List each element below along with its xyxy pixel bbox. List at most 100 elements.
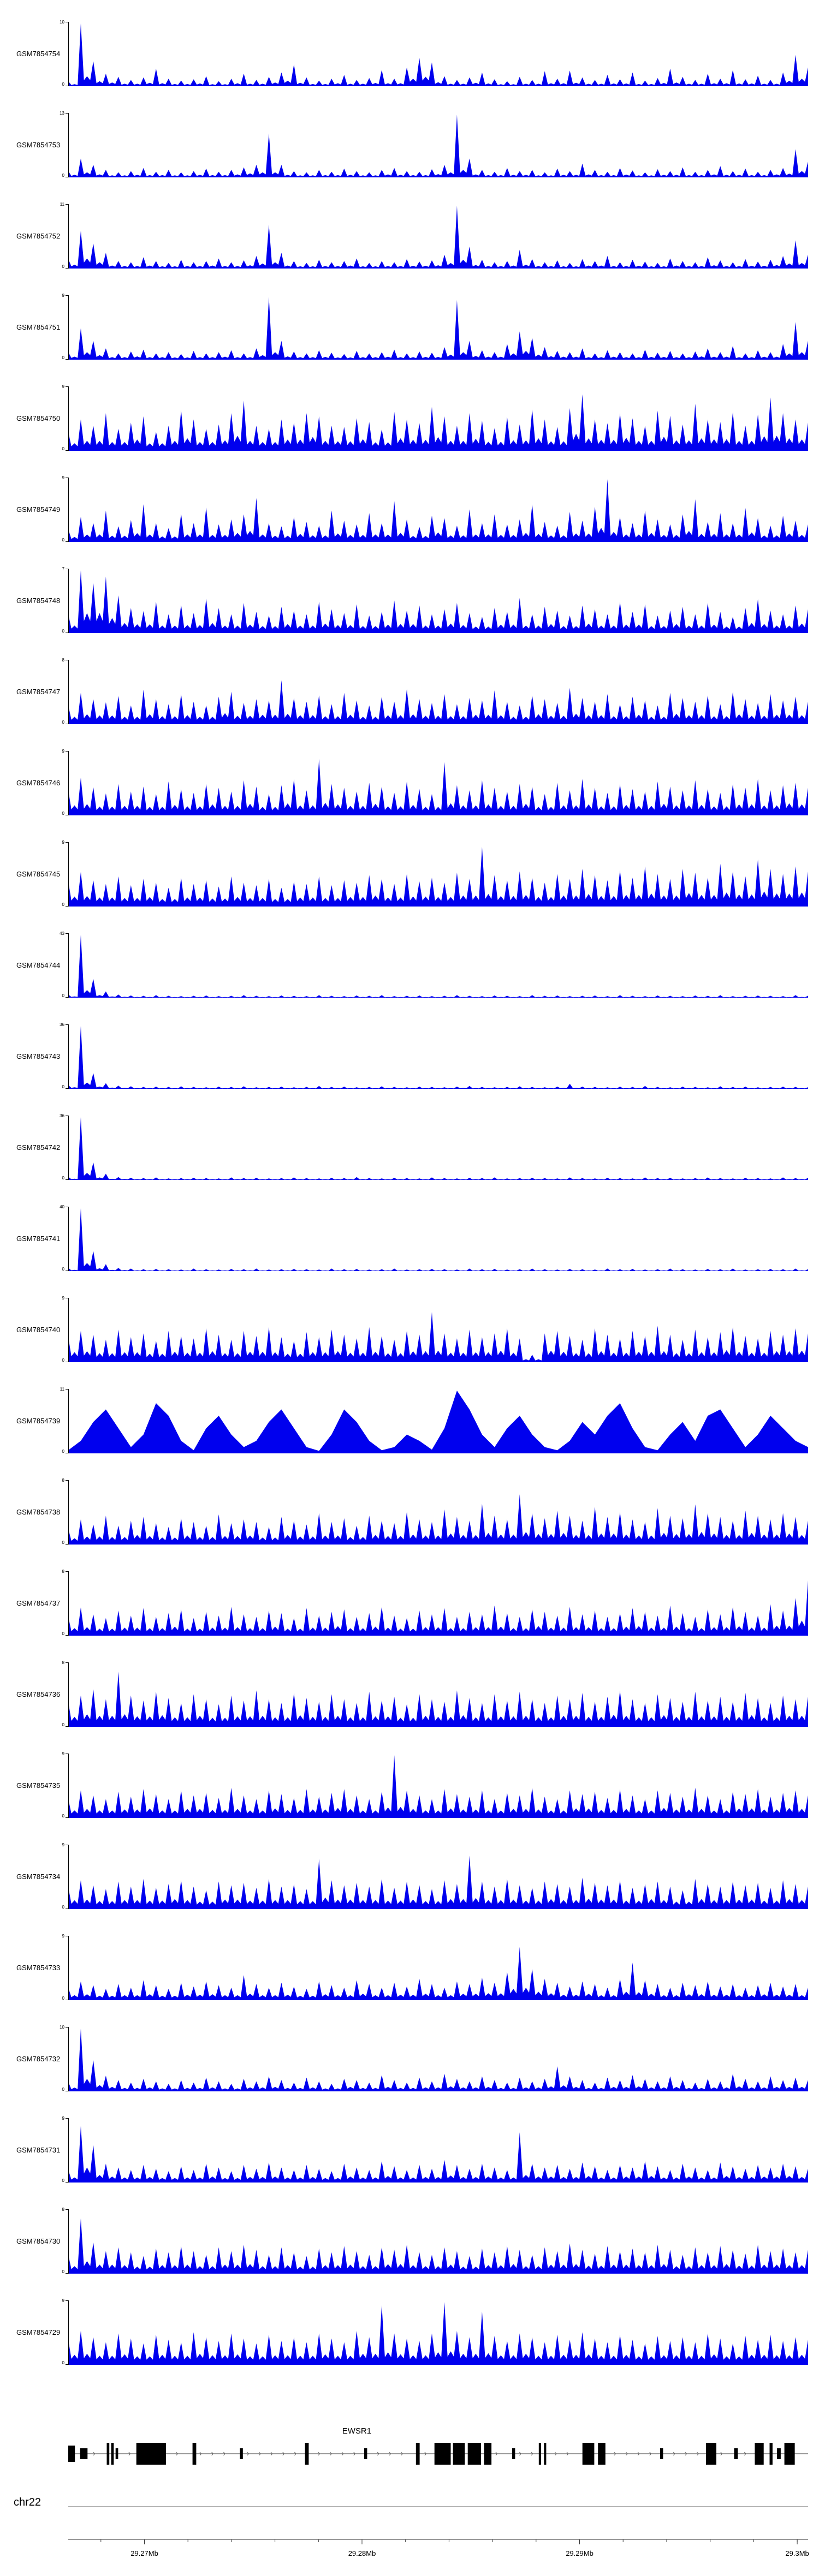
exon-box: [538, 2443, 541, 2465]
track-yaxis-zero-label: 0: [62, 1540, 64, 1545]
track-label: GSM7854733: [16, 1964, 61, 1972]
track-yaxis-zero-label: 0: [62, 1176, 64, 1180]
track-signal-area: [68, 113, 808, 177]
track-yaxis-zero-label: 0: [62, 2360, 64, 2365]
track-signal-area: [68, 1389, 808, 1453]
yaxis-tick-top: [66, 2118, 68, 2119]
signal-track-row: GSM7854749 9 0: [0, 476, 819, 542]
track-label: GSM7854750: [16, 414, 61, 422]
track-label: GSM7854751: [16, 323, 61, 331]
ruler-tick-label: 29.28Mb: [348, 2549, 376, 2557]
track-yaxis-max-label: 9: [62, 1751, 64, 1756]
track-label: GSM7854738: [16, 1508, 61, 1516]
track-yaxis-zero-label: 0: [62, 1449, 64, 1454]
track-yaxis-max-label: 36: [60, 1113, 64, 1118]
track-yaxis-max-label: 9: [62, 293, 64, 298]
track-label: GSM7854746: [16, 779, 61, 787]
track-yaxis-max-label: 8: [62, 2207, 64, 2212]
track-yaxis-zero-label: 0: [62, 1996, 64, 2001]
track-yaxis-max-label: 36: [60, 1022, 64, 1027]
exon-box: [106, 2443, 110, 2465]
signal-area-path: [68, 297, 808, 360]
yaxis-tick-top: [66, 2027, 68, 2028]
track-yaxis-zero-label: 0: [62, 1814, 64, 1818]
track-label: GSM7854742: [16, 1143, 61, 1152]
exon-box: [115, 2448, 118, 2459]
signal-area-path: [68, 570, 808, 633]
chromosome-separator-line: [68, 2506, 808, 2507]
track-label: GSM7854752: [16, 232, 61, 240]
track-yaxis-zero-label: 0: [62, 902, 64, 907]
genomic-coordinate-ruler: 29.27Mb 29.28Mb 29.29Mb 29.3Mb: [68, 2539, 809, 2557]
yaxis-tick-top: [66, 842, 68, 843]
yaxis-tick-bottom: [66, 2273, 68, 2274]
signal-track-row: GSM7854739 11 0: [0, 1387, 819, 1454]
track-signal-area: [68, 204, 808, 269]
track-label: GSM7854734: [16, 1873, 61, 1881]
yaxis-tick-bottom: [66, 997, 68, 998]
signal-area-path: [68, 680, 808, 724]
track-signal-area: [68, 1116, 808, 1180]
exon-box: [68, 2446, 75, 2462]
track-signal-area: [68, 1024, 808, 1089]
signal-track-row: GSM7854732 10 0: [0, 2025, 819, 2092]
yaxis-tick-bottom: [66, 450, 68, 451]
yaxis-tick-top: [66, 386, 68, 387]
track-label: GSM7854748: [16, 597, 61, 605]
track-label: GSM7854753: [16, 141, 61, 149]
signal-area-path: [68, 206, 808, 269]
yaxis-tick-bottom: [66, 1544, 68, 1545]
exon-box: [453, 2443, 465, 2465]
signal-track-row: GSM7854733 9 0: [0, 1934, 819, 2001]
track-signal-area: [68, 660, 808, 724]
yaxis-tick-bottom: [66, 359, 68, 360]
exon-box: [512, 2448, 515, 2459]
track-signal-area: [68, 1936, 808, 2000]
exon-box: [755, 2443, 764, 2465]
track-signal-area: [68, 751, 808, 815]
track-yaxis-max-label: 9: [62, 1842, 64, 1847]
track-yaxis-zero-label: 0: [62, 1084, 64, 1089]
exon-box: [136, 2443, 166, 2465]
signal-area-path: [68, 1312, 808, 1362]
yaxis-tick-bottom: [66, 1817, 68, 1818]
track-signal-area: [68, 2209, 808, 2274]
signal-track-row: GSM7854750 9 0: [0, 385, 819, 451]
track-signal-area: [68, 22, 808, 86]
exon-box: [416, 2443, 420, 2465]
track-signal-area: [68, 295, 808, 360]
signal-area-path: [68, 1856, 808, 1909]
signal-track-row: GSM7854752 11 0: [0, 202, 819, 269]
signal-track-row: GSM7854734 9 0: [0, 1842, 819, 1910]
track-label: GSM7854741: [16, 1235, 61, 1243]
track-yaxis-max-label: 8: [62, 1478, 64, 1483]
signal-track-row: GSM7854737 8 0: [0, 1569, 819, 1636]
signal-area-path: [68, 394, 808, 451]
track-yaxis-max-label: 8: [62, 1569, 64, 1574]
yaxis-tick-bottom: [66, 541, 68, 542]
exon-box: [240, 2448, 243, 2459]
yaxis-tick-top: [66, 1662, 68, 1663]
yaxis-tick-bottom: [66, 1635, 68, 1636]
track-label: GSM7854744: [16, 961, 61, 969]
yaxis-tick-top: [66, 1024, 68, 1025]
track-yaxis-max-label: 8: [62, 658, 64, 663]
signal-track-row: GSM7854754 10 0: [0, 20, 819, 87]
signal-area-path: [68, 2218, 808, 2274]
track-signal-area: [68, 1845, 808, 1909]
signal-track-row: GSM7854746 9 0: [0, 749, 819, 816]
signal-area-path: [68, 1117, 808, 1180]
signal-track-row: GSM7854731 9 0: [0, 2116, 819, 2183]
exon-box: [434, 2443, 451, 2465]
signal-track-row: GSM7854735 9 0: [0, 1751, 819, 1818]
exon-box: [769, 2443, 773, 2465]
track-label: GSM7854732: [16, 2055, 61, 2063]
exon-box: [467, 2443, 482, 2465]
signal-track-row: GSM7854738 8 0: [0, 1478, 819, 1545]
signal-area-path: [68, 2302, 808, 2365]
track-label: GSM7854739: [16, 1417, 61, 1425]
track-yaxis-zero-label: 0: [62, 720, 64, 725]
track-signal-area: [68, 1207, 808, 1271]
signal-area-path: [68, 846, 808, 907]
yaxis-tick-top: [66, 204, 68, 205]
